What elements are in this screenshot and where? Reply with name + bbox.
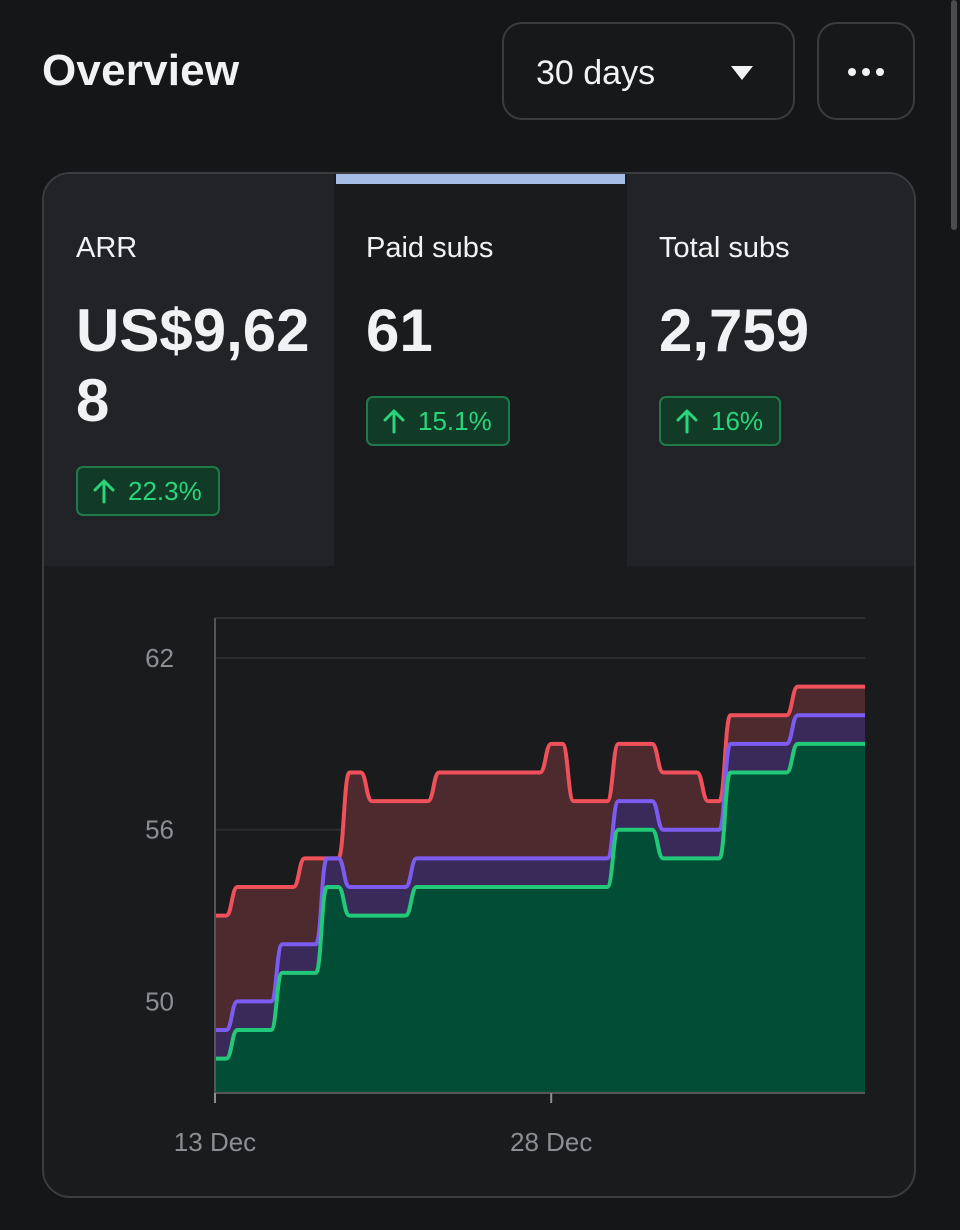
series-area-bottom [215,743,865,1093]
caret-down-icon [731,66,753,80]
change-badge: 15.1% [366,396,510,446]
overview-card: ARR US$9,628 22.3% Paid subs 61 15.1% To… [42,172,916,1198]
change-value: 16% [711,405,764,436]
metric-value: 61 [366,297,433,364]
arrow-up-icon [93,479,115,504]
x-tick-label: 13 Dec [174,1127,256,1157]
change-value: 22.3% [128,475,202,506]
metric-label: Total subs [659,232,790,264]
change-value: 15.1% [418,405,492,436]
x-tick-label: 28 Dec [510,1127,592,1157]
series-line-middle [215,713,865,1033]
metric-tab-arr[interactable]: ARR US$9,628 22.3% [44,174,334,566]
metric-value: US$9,628 [76,297,310,434]
metric-tab-total-subs[interactable]: Total subs 2,759 16% [627,174,914,566]
series-line-bottom [215,741,865,1061]
arrow-up-icon [676,409,698,434]
scrollbar[interactable] [951,0,957,230]
metric-label: Paid subs [366,232,494,264]
y-tick-label: 62 [145,643,174,673]
arrow-up-icon [383,409,405,434]
more-button[interactable] [817,22,915,120]
change-badge: 22.3% [76,466,220,516]
period-select-value: 30 days [536,54,656,92]
y-tick-label: 50 [145,986,174,1016]
page-title: Overview [42,46,240,95]
active-tab-indicator [336,174,625,184]
metric-tab-paid-subs[interactable]: Paid subs 61 15.1% [334,174,627,566]
change-badge: 16% [659,396,782,446]
y-tick-label: 56 [145,815,174,845]
period-select[interactable]: 30 days [502,22,795,120]
metric-label: ARR [76,232,138,264]
metric-tabs: ARR US$9,628 22.3% Paid subs 61 15.1% To… [44,174,914,566]
more-horizontal-icon [848,68,884,76]
metric-value: 2,759 [659,297,810,364]
chart-area: 50 56 62 13 Dec 28 Dec [44,568,914,1196]
stacked-area-chart: 50 56 62 13 Dec 28 Dec [145,617,865,1157]
